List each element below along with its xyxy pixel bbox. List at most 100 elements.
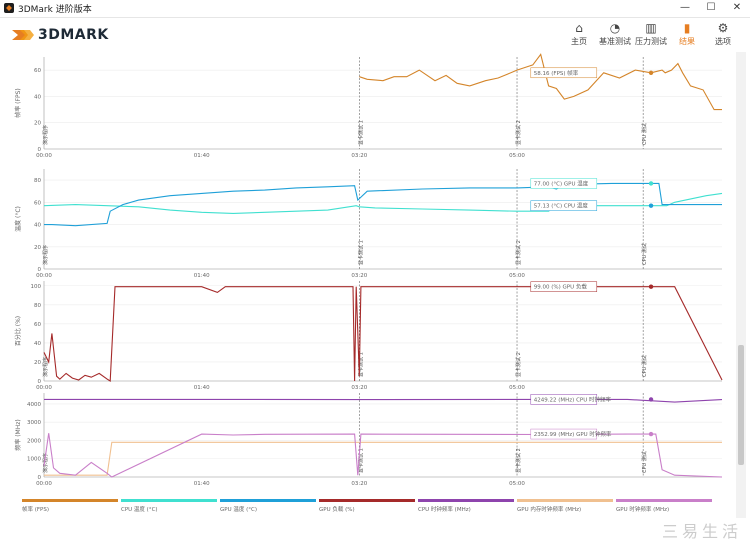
x-tick-label: 01:40 — [194, 273, 210, 279]
watermark: 三易生活 — [661, 522, 742, 541]
y-tick-label: 80 — [34, 303, 41, 309]
x-tick-label: 05:00 — [509, 273, 525, 279]
y-tick-label: 2000 — [27, 438, 41, 444]
y-tick-label: 40 — [34, 94, 41, 100]
legend-swatch — [22, 499, 118, 502]
value-callout — [530, 394, 598, 405]
value-callout-label: 77.00 (°C) GPU 温度 — [534, 179, 589, 187]
value-callout-label: 57.13 (°C) CPU 温度 — [534, 202, 589, 210]
segment-marker-label: 显卡测试 2 — [515, 352, 522, 377]
nav-label: 压力测试 — [635, 37, 667, 46]
segment-marker-label: 显卡测试 1 — [357, 240, 364, 265]
value-callout — [530, 67, 598, 79]
series-line — [44, 182, 722, 227]
series-line — [43, 286, 723, 382]
segment-marker-label: CPU 测试 — [641, 243, 648, 265]
value-callout — [530, 281, 598, 292]
value-point — [648, 397, 654, 402]
x-tick-label: 01:40 — [194, 385, 210, 391]
legend-label: GPU 内存时钟频率 (MHz) — [517, 507, 582, 513]
y-tick-label: 0 — [38, 379, 42, 385]
legend-label: GPU 时钟频率 (MHz) — [616, 507, 670, 513]
legend-swatch — [517, 499, 613, 502]
y-tick-label: 4000 — [27, 402, 41, 408]
app-icon — [4, 3, 14, 13]
series-line — [43, 192, 723, 214]
y-axis-label: 频率 (MHz) — [14, 419, 22, 450]
logo-text: 3DMARK — [38, 27, 109, 43]
y-axis-label: 百分比 (%) — [14, 316, 22, 346]
y-tick-label: 40 — [34, 223, 41, 229]
value-callout-label: 58.16 (FPS) 帧率 — [534, 69, 579, 77]
logo: 3DMARK — [12, 25, 109, 45]
segment-marker-label: 演示程序 — [42, 245, 49, 265]
y-tick-label: 0 — [38, 147, 42, 153]
title-bar: 3DMark 进阶版本 — ☐ ✕ — [0, 0, 750, 18]
x-tick-label: 03:20 — [351, 153, 367, 159]
nav-label: 主页 — [571, 37, 587, 46]
value-callout-label: 99.00 (%) GPU 负载 — [534, 283, 588, 291]
nav-label: 结果 — [679, 37, 695, 46]
segment-marker-label: 显卡测试 1 — [357, 352, 364, 377]
y-tick-label: 1000 — [27, 457, 41, 463]
nav-item-1[interactable]: ◔ 基准测试 — [598, 20, 632, 47]
close-button[interactable]: ✕ — [732, 2, 742, 13]
legend-label: CPU 温度 (°C) — [121, 507, 158, 513]
x-tick-label: 00:00 — [36, 481, 52, 487]
window-controls: — ☐ ✕ — [672, 0, 750, 17]
nav-item-3[interactable]: ▮ 结果 — [670, 20, 704, 47]
bar-chart-icon: ▥ — [645, 21, 657, 35]
x-tick-label: 03:20 — [351, 481, 367, 487]
segment-marker-label: 显卡测试 2 — [515, 240, 522, 265]
x-tick-label: 00:00 — [36, 273, 52, 279]
nav-label: 选项 — [715, 37, 731, 46]
value-callout — [530, 200, 598, 211]
segment-marker-label: 演示程序 — [42, 453, 49, 473]
y-tick-label: 80 — [34, 178, 41, 184]
scrollbar-thumb[interactable] — [738, 345, 744, 465]
legend-swatch — [220, 499, 316, 502]
series-line — [359, 53, 722, 111]
x-tick-label: 05:00 — [509, 385, 525, 391]
value-point — [648, 70, 654, 75]
series-line — [44, 398, 723, 403]
y-tick-label: 60 — [34, 68, 41, 74]
series-line — [43, 433, 723, 478]
x-tick-label: 01:40 — [194, 481, 210, 487]
segment-marker-label: CPU 测试 — [641, 451, 648, 473]
value-callout — [530, 178, 598, 189]
y-tick-label: 60 — [34, 322, 41, 328]
value-point — [648, 284, 654, 289]
segment-marker-label: 显卡测试 2 — [515, 448, 522, 473]
legend-label: GPU 温度 (°C) — [220, 507, 257, 513]
segment-marker-label: 演示程序 — [42, 357, 49, 377]
y-tick-label: 60 — [34, 200, 41, 206]
x-tick-label: 00:00 — [36, 385, 52, 391]
x-tick-label: 00:00 — [36, 153, 52, 159]
nav-item-2[interactable]: ▥ 压力测试 — [634, 20, 668, 47]
y-axis-label: 温度 (°C) — [14, 206, 22, 232]
y-tick-label: 0 — [38, 267, 42, 273]
legend-swatch — [616, 499, 712, 502]
x-tick-label: 01:40 — [194, 153, 210, 159]
legend-label: 帧率 (FPS) — [22, 507, 50, 513]
y-tick-label: 3000 — [27, 420, 41, 426]
segment-marker-label: 显卡测试 2 — [515, 120, 522, 145]
x-tick-label: 03:20 — [351, 273, 367, 279]
maximize-button[interactable]: ☐ — [706, 2, 716, 13]
home-icon: ⌂ — [575, 21, 583, 35]
legend-swatch — [121, 499, 217, 502]
window-title: 3DMark 进阶版本 — [18, 5, 92, 15]
nav-item-0[interactable]: ⌂ 主页 — [562, 20, 596, 47]
y-tick-label: 100 — [31, 284, 42, 290]
app-header: 3DMARK ⌂ 主页 ◔ 基准测试 ▥ 压力测试 ▮ 结果 ⚙ 选项 — [0, 18, 750, 52]
nav-item-4[interactable]: ⚙ 选项 — [706, 20, 740, 47]
scrollbar-track[interactable] — [736, 52, 746, 518]
legend-swatch — [418, 499, 514, 502]
gauge-icon: ◔ — [609, 21, 621, 35]
results-icon: ▮ — [683, 21, 691, 35]
segment-marker-label: 显卡测试 1 — [357, 120, 364, 145]
minimize-button[interactable]: — — [680, 2, 690, 13]
x-tick-label: 05:00 — [509, 481, 525, 487]
y-tick-label: 20 — [34, 245, 41, 251]
